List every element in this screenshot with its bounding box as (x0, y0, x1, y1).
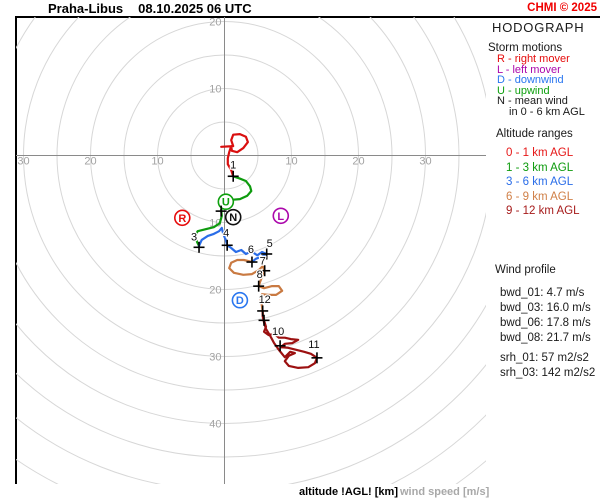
storm-motion-marker-U (217, 193, 235, 211)
hodograph-trace-segment-0 (220, 132, 249, 178)
km-label-5: 5 (267, 238, 273, 250)
km-label-12: 12 (259, 294, 271, 306)
chart-top-border (15, 16, 600, 18)
storm-motion-letter-D: D (236, 295, 244, 307)
range-1-3km: 1 - 3 km AGL (506, 161, 574, 174)
bwd-06-value: bwd_06: 17.8 m/s (500, 317, 591, 329)
speed-ring-45 (16, 304, 486, 458)
axis-tick-label: 20 (209, 285, 221, 297)
axis-tick-label: 30 (209, 352, 221, 364)
altitude-ranges-legend: 0 - 1 km AGL 1 - 3 km AGL 3 - 6 km AGL 6… (506, 146, 580, 219)
speed-ring-40 (16, 17, 486, 424)
storm-motion-marker-L (272, 207, 290, 225)
altitude-ranges-heading: Altitude ranges (496, 128, 573, 140)
page-title: Praha-Libus 08.10.2025 06 UTC (48, 1, 252, 16)
legend-left-mover: L - left mover (497, 63, 561, 76)
storm-motions-heading: Storm motions (488, 42, 563, 54)
bwd-01-value: bwd_01: 4.7 m/s (500, 287, 585, 299)
km-label-11: 11 (308, 339, 319, 351)
storm-motion-marker-R (173, 209, 191, 227)
altitude-axis-caption: altitude !AGL! [km] (299, 486, 398, 498)
legend-mean-wind: N - mean wind (497, 95, 568, 108)
range-9-12km: 9 - 12 km AGL (506, 205, 580, 218)
range-3-6km: 3 - 6 km AGL (506, 176, 574, 189)
axis-tick-label: 10 (285, 156, 297, 168)
copyright-notice: CHMI © 2025 (527, 2, 597, 14)
axis-tick-label: 20 (352, 156, 364, 168)
km-label-1: 1 (230, 159, 236, 171)
axis-tick-label: 10 (209, 84, 221, 96)
km-label-4: 4 (223, 227, 229, 239)
storm-motion-letter-L: L (277, 211, 284, 223)
bwd-08-value: bwd_08: 21.7 m/s (500, 332, 591, 344)
storm-motion-marker-N (224, 208, 242, 226)
storm-motions-legend: R - right mover L - left mover D - downw… (497, 54, 570, 107)
axis-tick-label: 10 (151, 156, 163, 168)
mean-wind-note: in 0 - 6 km AGL (509, 106, 585, 118)
speed-ring-35 (16, 17, 460, 391)
storm-motion-letter-R: R (178, 213, 186, 225)
srh-01-value: srh_01: 57 m2/s2 (500, 352, 589, 364)
windspeed-axis-caption: wind speed [m/s] (400, 486, 490, 498)
legend-downwind: D - downwind (497, 74, 564, 87)
axis-tick-label: 30 (419, 156, 431, 168)
legend-upwind: U - upwind (497, 84, 550, 97)
km-label-6: 6 (248, 244, 254, 256)
storm-motion-marker-D (231, 291, 249, 309)
range-0-1km: 0 - 1 km AGL (506, 147, 574, 159)
chart-left-border (15, 16, 17, 484)
range-6-9km: 6 - 9 km AGL (506, 190, 574, 203)
run-datetime: 08.10.2025 06 UTC (138, 1, 252, 16)
srh-03-value: srh_03: 142 m2/s2 (500, 367, 596, 379)
storm-motion-letter-U: U (222, 197, 230, 209)
station-name: Praha-Libus (48, 1, 124, 16)
km-label-8: 8 (257, 269, 263, 281)
wind-profile-heading: Wind profile (495, 264, 556, 276)
bulk-wind-difference-values: bwd_01: 4.7 m/s bwd_03: 16.0 m/s bwd_06:… (500, 286, 591, 346)
panel-title: HODOGRAPH (492, 20, 585, 35)
km-label-10: 10 (272, 326, 284, 338)
bwd-03-value: bwd_03: 16.0 m/s (500, 302, 591, 314)
axis-tick-label: 30 (17, 156, 29, 168)
axis-tick-label: 20 (84, 156, 96, 168)
hodograph-trace-segment-3 (228, 258, 284, 322)
km-label-7: 7 (260, 256, 266, 268)
legend-right-mover: R - right mover (497, 53, 570, 65)
axis-tick-label: 40 (209, 419, 221, 431)
km-label-3: 3 (191, 231, 197, 243)
storm-motion-letter-N: N (229, 212, 237, 224)
hodograph-trace-segment-2 (197, 226, 268, 264)
axis-tick-label: 20 (209, 17, 221, 29)
storm-relative-helicity-values: srh_01: 57 m2/s2 srh_03: 142 m2/s2 (500, 351, 595, 381)
